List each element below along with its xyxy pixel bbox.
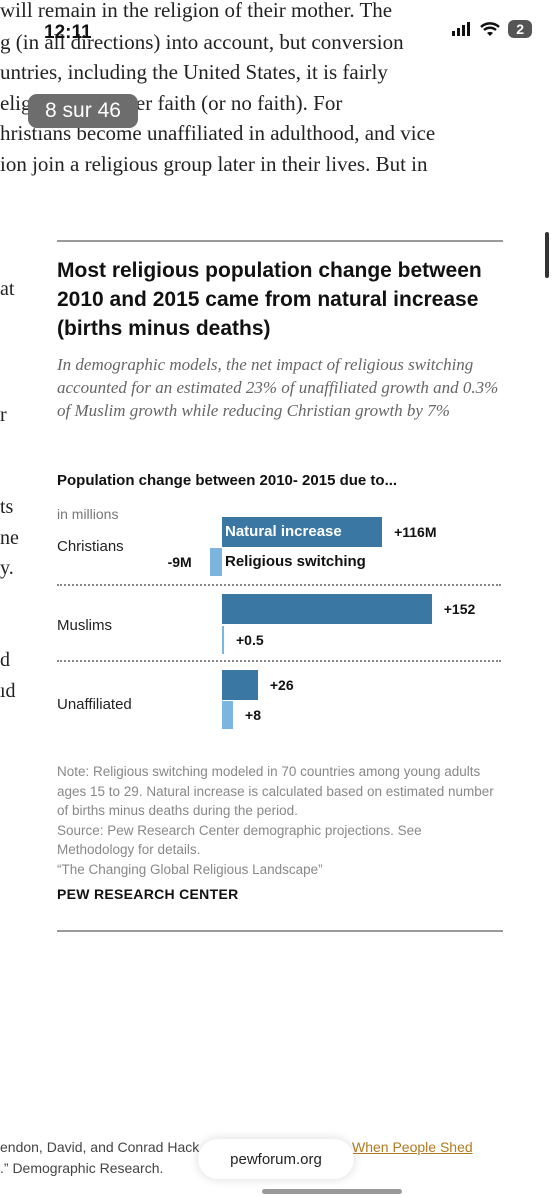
status-icons: 2 bbox=[452, 20, 532, 38]
margin-fragment: ne bbox=[0, 527, 19, 549]
divider bbox=[57, 584, 501, 586]
divider bbox=[57, 660, 501, 662]
home-indicator[interactable] bbox=[262, 1189, 402, 1194]
figure-bottom-rule bbox=[57, 930, 503, 932]
figure-top-rule bbox=[57, 240, 503, 242]
category-label: Muslims bbox=[57, 617, 112, 634]
article-line: g (in all directions) into account, but … bbox=[0, 30, 404, 54]
bar-religious-switching bbox=[222, 626, 224, 654]
url-bar[interactable]: pewforum.org bbox=[198, 1139, 354, 1179]
citation-text: .” Demographic Research. bbox=[0, 1160, 164, 1176]
wifi-icon bbox=[480, 21, 501, 36]
note-text: Note: Religious switching modeled in 70 … bbox=[57, 764, 494, 818]
value-label: +116M bbox=[394, 524, 437, 540]
bar-religious-switching bbox=[222, 701, 234, 729]
source-text: Source: Pew Research Center demographic … bbox=[57, 822, 422, 858]
citation-link[interactable]: When People Shed bbox=[352, 1139, 473, 1155]
battery-icon: 2 bbox=[508, 20, 532, 38]
category-label: Christians bbox=[57, 538, 124, 555]
value-label: +152 bbox=[443, 601, 476, 617]
value-label: -9M bbox=[167, 554, 192, 570]
category-label: Unaffiliated bbox=[57, 696, 132, 713]
series-label-natural-increase: Natural increase bbox=[225, 523, 342, 540]
margin-fragment: ıd bbox=[0, 680, 16, 702]
chart-heading: Population change between 2010- 2015 due… bbox=[57, 472, 398, 489]
scrollbar[interactable] bbox=[545, 232, 549, 278]
article-line: will remain in the religion of their mot… bbox=[0, 0, 393, 22]
value-label: +8 bbox=[245, 707, 261, 723]
margin-fragment: d bbox=[0, 649, 10, 671]
article-line: untries, including the United States, it… bbox=[0, 60, 388, 84]
series-label-religious-switching: Religious switching bbox=[225, 553, 366, 570]
page-indicator: 8 sur 46 bbox=[28, 94, 138, 128]
citation-text: endon, David, and Conrad Hack bbox=[0, 1139, 200, 1155]
figure-note: Note: Religious switching modeled in 70 … bbox=[57, 762, 497, 879]
margin-fragment: r bbox=[0, 404, 7, 426]
margin-fragment: at bbox=[0, 278, 15, 300]
value-label: +26 bbox=[269, 677, 294, 693]
bar-natural-increase bbox=[222, 517, 383, 547]
value-label: +0.5 bbox=[236, 632, 264, 648]
bar-religious-switching bbox=[209, 548, 222, 576]
chart-units: in millions bbox=[57, 506, 119, 522]
publisher-logo: PEW RESEARCH CENTER bbox=[57, 886, 239, 902]
figure-title: Most religious population change between… bbox=[57, 259, 482, 340]
bar-natural-increase bbox=[222, 594, 432, 624]
article-line: ion join a religious group later in thei… bbox=[0, 152, 428, 176]
margin-fragment: ts bbox=[0, 496, 14, 518]
report-text: “The Changing Global Religious Landscape… bbox=[57, 861, 323, 877]
status-time: 12:11 bbox=[44, 22, 92, 43]
margin-fragment: y. bbox=[0, 557, 14, 579]
figure-subtitle: In demographic models, the net impact of… bbox=[57, 355, 499, 420]
bar-natural-increase bbox=[222, 670, 258, 700]
signal-icon bbox=[452, 22, 471, 36]
